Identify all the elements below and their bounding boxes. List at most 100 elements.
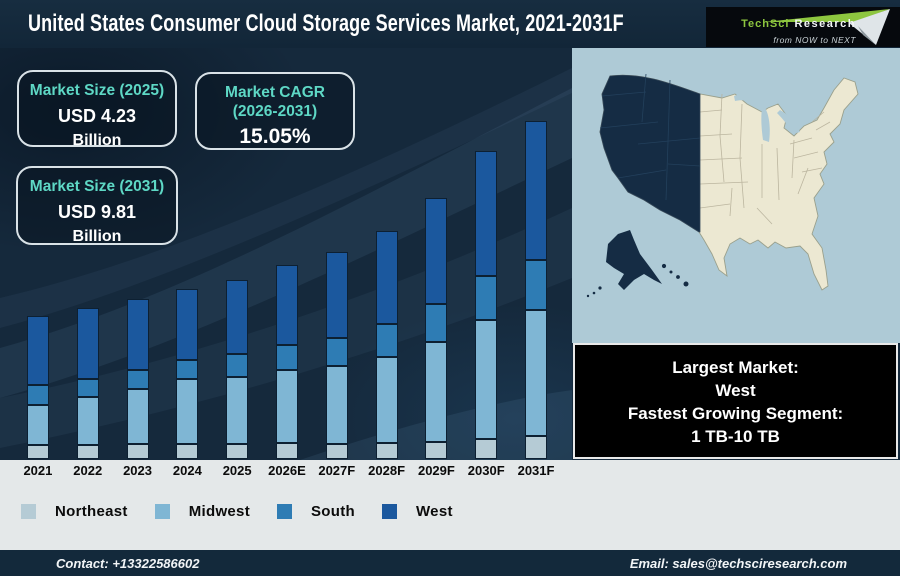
bar-segment-south-2028F [375, 324, 398, 357]
great-lakes [734, 93, 800, 142]
axis-legend-strip: 2021 2022 2023 2024 2025 2026E 2027F 2028F 2029F… [0, 460, 900, 550]
market-cagr-badge: Market CAGR (2026-2031) 15.05% [195, 72, 355, 150]
x-axis-label-2028F: 2028F [368, 463, 406, 478]
bar-segment-south-2023 [126, 370, 149, 389]
bar-segment-west-2021 [26, 316, 49, 385]
market-size-2025-badge: Market Size (2025) USD 4.23 Billion [17, 70, 177, 149]
bar-slot-2031F [511, 121, 561, 459]
chart-panel: Market Size (2025) USD 4.23 Billion Mark… [0, 48, 572, 460]
bar-slot-2022 [63, 308, 113, 459]
bar-segment-northeast-2026E [275, 443, 298, 459]
legend-label-midwest: Midwest [188, 503, 250, 520]
bar-segment-northeast-2024 [176, 444, 199, 459]
west-region-highlight [599, 74, 701, 233]
bar-slot-2021 [13, 316, 63, 459]
bar-segment-south-2022 [76, 379, 99, 397]
stacked-bar-2027F [325, 252, 348, 459]
badge-value: USD 9.81 [57, 202, 137, 222]
badge-label-line2: (2026-2031) [232, 103, 318, 120]
bar-segment-northeast-2031F [525, 436, 548, 459]
bar-segment-midwest-2030F [475, 320, 498, 439]
stacked-bar-2021 [26, 316, 49, 459]
bar-segment-west-2024 [176, 289, 199, 360]
legend-item-midwest: Midwest [154, 503, 250, 520]
x-axis-labels: 2021 2022 2023 2024 2025 2026E 2027F 2028F 2029F… [13, 463, 561, 478]
info-line-region: West [715, 381, 756, 400]
bar-slot-2029F [412, 198, 462, 459]
stacked-bar-2025 [226, 280, 249, 459]
bar-segment-midwest-2024 [176, 379, 199, 444]
bar-segment-west-2022 [76, 308, 99, 379]
footer-bar: Contact: +13322586602 Email: sales@techs… [0, 550, 900, 576]
bar-slot-2030F [461, 151, 511, 459]
alaska [606, 230, 662, 290]
x-axis-label-2025: 2025 [222, 463, 252, 478]
bar-segment-northeast-2029F [425, 442, 448, 459]
bar-segment-south-2027F [325, 338, 348, 366]
x-axis-label-2023: 2023 [123, 463, 152, 478]
bar-segment-midwest-2031F [525, 310, 548, 436]
logo-tagline: from NOW to NEXT [773, 35, 856, 45]
page-title: United States Consumer Cloud Storage Ser… [28, 10, 624, 37]
legend-item-south: South [277, 503, 355, 520]
techsci-logo: TechSci Research from NOW to NEXT [706, 7, 900, 47]
stacked-bar-2029F [425, 198, 448, 459]
contact-info: Contact: +13322586602 [56, 555, 200, 571]
bar-segment-midwest-2021 [26, 405, 49, 445]
badge-label: Market Size (2025) [29, 82, 165, 99]
x-axis-label-2030F: 2030F [467, 463, 505, 478]
badge-value: USD 4.23 [57, 106, 137, 126]
badge-label: Market CAGR [225, 84, 325, 101]
badge-unit: Billion [72, 228, 122, 245]
bar-segment-northeast-2028F [375, 443, 398, 459]
bar-segment-midwest-2028F [375, 357, 398, 443]
stacked-bar-2031F [525, 121, 548, 459]
largest-market-info-box: Largest Market: West Fastest Growing Seg… [573, 343, 898, 459]
legend-swatch-northeast [21, 504, 36, 519]
aleutian-islands [586, 286, 602, 298]
email-info: Email: sales@techsciresearch.com [629, 555, 847, 571]
logo-brand-secondary: Research [794, 18, 856, 30]
bar-slot-2025 [212, 280, 262, 459]
badge-unit: Billion [72, 132, 122, 149]
bar-segment-midwest-2026E [275, 370, 298, 443]
bar-segment-west-2025 [226, 280, 249, 354]
bar-segment-midwest-2023 [126, 389, 149, 444]
market-size-2031-badge: Market Size (2031) USD 9.81 Billion [16, 166, 178, 245]
bar-slot-2028F [362, 231, 412, 459]
bar-segment-west-2029F [425, 198, 448, 304]
bar-segment-northeast-2027F [325, 444, 348, 459]
us-map [572, 48, 900, 343]
title-bar: United States Consumer Cloud Storage Ser… [0, 0, 900, 48]
x-axis-label-2024: 2024 [172, 463, 202, 478]
badge-label: Market Size (2031) [29, 178, 165, 195]
state-borders-east [699, 93, 831, 225]
bar-slot-2026E [262, 265, 312, 459]
bar-segment-midwest-2027F [325, 366, 348, 444]
bar-segment-west-2023 [126, 299, 149, 370]
bar-segment-northeast-2021 [26, 445, 49, 459]
stacked-bar-2028F [375, 231, 398, 459]
legend-item-west: West [382, 503, 453, 520]
bar-segment-northeast-2030F [475, 439, 498, 459]
legend-swatch-west [382, 504, 397, 519]
stacked-bar-2030F [475, 151, 498, 459]
legend-label-south: South [311, 503, 355, 520]
bar-slot-2023 [113, 299, 163, 459]
bar-segment-south-2031F [525, 260, 548, 310]
stacked-bar-2026E [275, 265, 298, 459]
badge-value: 15.05% [239, 125, 311, 148]
legend-label-northeast: Northeast [55, 503, 128, 520]
state-borders-west [599, 73, 701, 201]
bar-segment-midwest-2025 [226, 377, 249, 444]
logo-text: TechSci Research from NOW to NEXT [741, 14, 856, 45]
x-axis-label-2022: 2022 [73, 463, 103, 478]
stacked-bar-2023 [126, 299, 149, 459]
stacked-bar-chart [13, 99, 561, 459]
bar-segment-midwest-2022 [76, 397, 99, 445]
logo-arrow-icon [764, 9, 890, 45]
bar-segment-west-2028F [375, 231, 398, 324]
us-map-panel [572, 48, 900, 343]
x-axis-label-2026E: 2026E [268, 463, 306, 478]
